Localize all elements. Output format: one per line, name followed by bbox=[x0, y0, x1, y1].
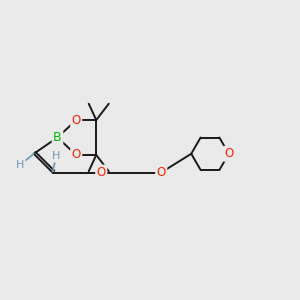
Text: O: O bbox=[224, 147, 233, 160]
Text: H: H bbox=[16, 160, 24, 170]
Text: H: H bbox=[52, 151, 60, 161]
Text: O: O bbox=[157, 166, 166, 179]
Text: O: O bbox=[72, 148, 81, 161]
Text: O: O bbox=[97, 166, 106, 179]
Text: B: B bbox=[53, 131, 62, 144]
Text: O: O bbox=[72, 113, 81, 127]
